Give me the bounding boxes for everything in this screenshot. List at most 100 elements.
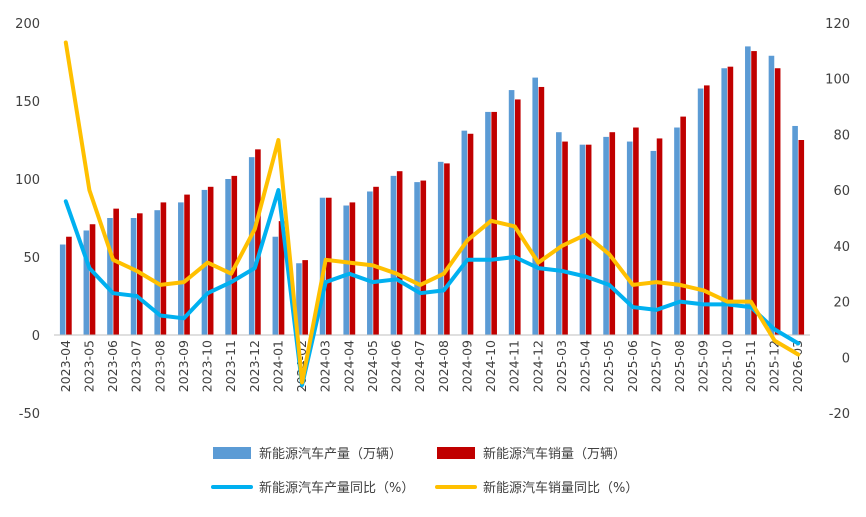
y-right-tick-label: 60 bbox=[833, 184, 850, 199]
bar-sales-2024-11 bbox=[514, 99, 521, 335]
legend-sales-yoy-label: 新能源汽车销量同比（%） bbox=[483, 480, 638, 496]
bar-production-2024-01 bbox=[272, 236, 279, 335]
bar-sales-2025-11 bbox=[751, 51, 757, 335]
x-tick-label: 2023-08 bbox=[152, 340, 167, 392]
legend-sales-yoy: 新能源汽车销量同比（%） bbox=[435, 480, 638, 496]
x-tick-label: 2025-11 bbox=[743, 340, 758, 392]
bar-sales-2025-04 bbox=[585, 144, 592, 335]
x-tick-label: 2024-08 bbox=[436, 340, 451, 392]
y-left-tick-label: 100 bbox=[15, 173, 40, 188]
bar-production-2025-12 bbox=[768, 55, 775, 335]
bar-sales-2023-12 bbox=[255, 149, 261, 335]
legend-production: 新能源汽车产量（万辆） bbox=[213, 446, 402, 462]
bar-sales-2024-06 bbox=[396, 171, 403, 335]
bar-production-2026-03 bbox=[792, 125, 798, 336]
x-tick-label: 2025-07 bbox=[648, 340, 663, 392]
bar-production-2025-11 bbox=[745, 46, 751, 336]
y-left-tick-label: 150 bbox=[15, 95, 40, 110]
bar-production-2025-04 bbox=[579, 144, 586, 335]
y-right-tick-label: 80 bbox=[833, 128, 850, 143]
bar-production-2023-07 bbox=[130, 218, 137, 335]
bar-sales-2026-03 bbox=[798, 140, 805, 335]
x-tick-label: 2024-03 bbox=[318, 340, 333, 392]
bar-production-2023-12 bbox=[248, 157, 255, 335]
legend-sales-label: 新能源汽车销量（万辆） bbox=[483, 446, 626, 462]
bar-production-2023-09 bbox=[178, 202, 184, 335]
y-right-tick-label: 100 bbox=[825, 73, 850, 88]
bar-sales-2024-09 bbox=[467, 133, 474, 335]
x-tick-label: 2024-07 bbox=[412, 340, 427, 392]
y-right-tick-label: 20 bbox=[833, 296, 850, 311]
bar-production-2023-11 bbox=[225, 179, 231, 335]
bar-production-2024-06 bbox=[390, 175, 397, 335]
x-tick-label: 2025-04 bbox=[578, 340, 593, 392]
bar-sales-2025-12 bbox=[774, 68, 781, 336]
x-tick-label: 2025-10 bbox=[719, 340, 734, 392]
x-tick-label: 2023-11 bbox=[223, 340, 238, 392]
bar-sales-2023-06 bbox=[113, 208, 119, 335]
bar-sales-2023-04 bbox=[66, 236, 72, 335]
bar-production-2025-10 bbox=[721, 68, 728, 336]
x-tick-label: 2024-04 bbox=[341, 340, 356, 392]
bar-sales-2024-04 bbox=[349, 202, 356, 335]
bar-sales-2024-01 bbox=[278, 221, 285, 335]
legend-production-swatch bbox=[213, 447, 251, 459]
x-tick-label: 2025-12 bbox=[767, 340, 782, 392]
x-tick-label: 2025-05 bbox=[601, 340, 616, 392]
legend: 新能源汽车产量（万辆） 新能源汽车销量（万辆） 新能源汽车产量同比（%） 新能源汽车销… bbox=[211, 446, 638, 496]
legend-production-yoy-label: 新能源汽车产量同比（%） bbox=[259, 480, 414, 496]
bar-sales-2025-05 bbox=[609, 132, 616, 335]
bar-sales-2025-09 bbox=[703, 85, 710, 336]
bar-sales-2025-10 bbox=[727, 66, 734, 336]
bar-production-2023-05 bbox=[83, 230, 90, 335]
x-tick-label: 2024-06 bbox=[389, 340, 404, 392]
x-tick-label: 2023-07 bbox=[129, 340, 144, 392]
x-tick-label: 2024-10 bbox=[483, 340, 498, 392]
bar-sales-2025-07 bbox=[656, 138, 663, 335]
bar-sales-2025-03 bbox=[562, 141, 568, 335]
bar-sales-2024-05 bbox=[373, 186, 379, 335]
bar-sales-2023-09 bbox=[184, 194, 190, 335]
bar-production-2024-07 bbox=[414, 182, 420, 335]
bar-sales-2024-12 bbox=[538, 86, 545, 336]
x-tick-label: 2023-05 bbox=[81, 340, 96, 392]
bar-sales-2024-07 bbox=[420, 180, 427, 335]
x-tick-label: 2023-06 bbox=[105, 340, 120, 392]
x-tick-label: 2024-12 bbox=[530, 340, 545, 392]
bar-production-2025-07 bbox=[650, 150, 657, 335]
bar-production-2025-03 bbox=[556, 132, 562, 335]
bar-production-2023-06 bbox=[107, 218, 113, 335]
y-right-tick-label: 40 bbox=[833, 240, 850, 255]
line-production-yoy bbox=[63, 188, 801, 388]
bar-sales-2025-08 bbox=[680, 116, 686, 335]
y-right-tick-label: 0 bbox=[842, 351, 850, 366]
lines-layer bbox=[63, 40, 801, 388]
line-sales-yoy bbox=[63, 40, 801, 385]
x-tick-label: 2025-08 bbox=[672, 340, 687, 392]
bar-sales-2025-06 bbox=[633, 127, 639, 336]
legend-production-yoy: 新能源汽车产量同比（%） bbox=[211, 480, 414, 496]
bar-sales-2023-10 bbox=[207, 186, 214, 335]
bar-production-2023-04 bbox=[59, 244, 66, 335]
y-left-tick-label: 50 bbox=[23, 251, 40, 266]
bar-production-2024-11 bbox=[508, 90, 515, 335]
x-tick-label: 2026-03 bbox=[790, 340, 805, 392]
bar-production-2025-09 bbox=[697, 88, 704, 336]
x-tick-label: 2023-04 bbox=[58, 340, 73, 392]
x-tick-label: 2023-10 bbox=[200, 340, 215, 392]
y-left-tick-label: 200 bbox=[15, 17, 40, 32]
bar-sales-2024-08 bbox=[444, 163, 450, 335]
bars-layer bbox=[59, 46, 805, 336]
x-tick-label: 2023-12 bbox=[247, 340, 262, 392]
bar-sales-2023-11 bbox=[231, 175, 238, 335]
x-tick-label: 2025-09 bbox=[696, 340, 711, 392]
x-tick-label: 2025-06 bbox=[625, 340, 640, 392]
y-right-tick-label: 120 bbox=[825, 17, 850, 32]
x-tick-label: 2024-01 bbox=[270, 340, 285, 392]
bar-sales-2024-03 bbox=[325, 197, 332, 335]
x-tick-label: 2023-09 bbox=[176, 340, 191, 392]
x-tick-label: 2024-09 bbox=[459, 340, 474, 392]
bar-production-2024-09 bbox=[461, 130, 468, 335]
